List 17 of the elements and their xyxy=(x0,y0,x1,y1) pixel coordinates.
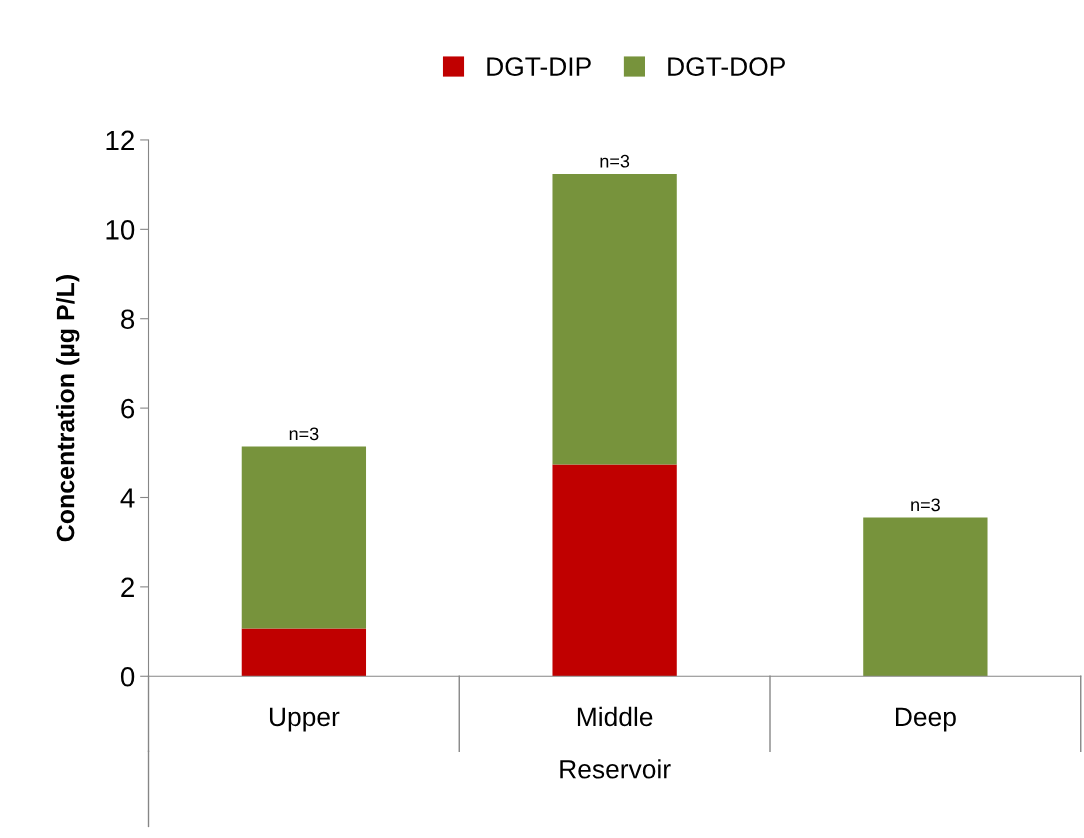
legend-label: DGT-DOP xyxy=(668,57,785,76)
x-tick-label: Upper xyxy=(269,707,340,732)
legend-label: DGT-DIP xyxy=(487,57,591,76)
y-tick-label: 12 xyxy=(106,130,134,151)
y-axis-title: Concentration (µg P/L) xyxy=(56,275,80,542)
x-tick-label: Middle xyxy=(577,706,653,727)
y-tick-label: 4 xyxy=(120,488,135,508)
x-tick-label: Deep xyxy=(896,707,956,732)
y-tick-label: 6 xyxy=(121,398,135,419)
y-tick-label: 8 xyxy=(121,309,135,330)
annotation: n=3 xyxy=(289,427,319,441)
annotation: n=3 xyxy=(911,498,940,512)
y-tick-label: 2 xyxy=(121,577,134,597)
y-tick-label: 0 xyxy=(120,666,135,687)
x-axis-title: Reservoir xyxy=(560,759,671,779)
annotation: n=3 xyxy=(600,154,630,168)
y-tick-label: 10 xyxy=(106,220,135,240)
